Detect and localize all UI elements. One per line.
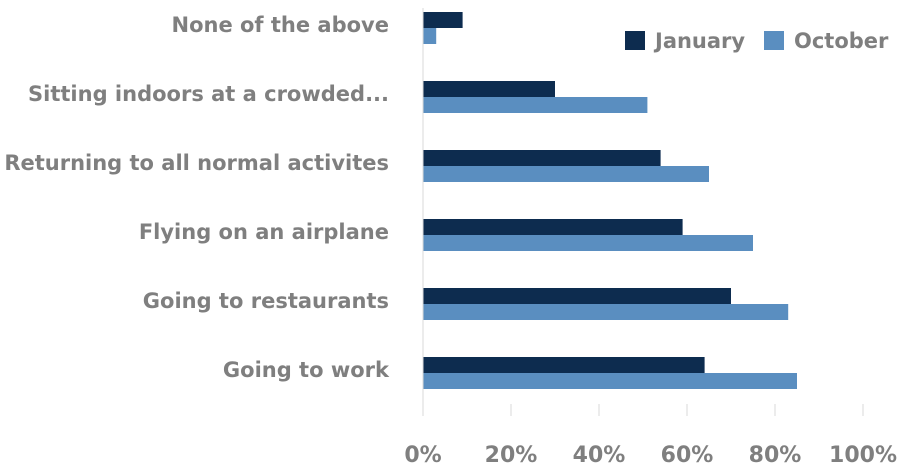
x-tick-label: 0% — [404, 443, 441, 464]
bar-january-4 — [423, 288, 731, 304]
x-tick-label: 100% — [829, 443, 897, 464]
legend: January October — [625, 29, 889, 53]
bar-october-2 — [423, 166, 709, 182]
legend-label-january: January — [653, 29, 745, 53]
x-tick-label: 80% — [749, 443, 802, 464]
category-label: Flying on an airplane — [139, 220, 389, 244]
x-tick-label: 40% — [573, 443, 626, 464]
category-label: None of the above — [172, 13, 390, 37]
category-label: Sitting indoors at a crowded... — [28, 82, 389, 106]
legend-swatch-january — [625, 31, 645, 50]
category-label: Returning to all normal activites — [4, 151, 389, 175]
bar-january-0 — [423, 12, 463, 28]
x-tick-label: 20% — [485, 443, 538, 464]
bar-january-3 — [423, 219, 683, 235]
bar-october-5 — [423, 373, 797, 389]
bars — [423, 12, 797, 389]
bar-october-1 — [423, 97, 648, 113]
legend-label-october: October — [794, 29, 889, 53]
category-label: Going to restaurants — [143, 289, 389, 313]
x-tick-label: 60% — [661, 443, 714, 464]
bar-october-0 — [423, 28, 437, 44]
category-labels: None of the above Sitting indoors at a cr… — [4, 13, 390, 382]
bar-october-3 — [423, 235, 753, 251]
legend-swatch-october — [764, 31, 784, 50]
bar-october-4 — [423, 304, 789, 320]
bar-january-1 — [423, 81, 555, 97]
x-axis: 0% 20% 40% 60% 80% 100% — [404, 8, 897, 464]
category-label: Going to work — [223, 358, 390, 382]
bar-january-5 — [423, 357, 705, 373]
bar-january-2 — [423, 150, 661, 166]
